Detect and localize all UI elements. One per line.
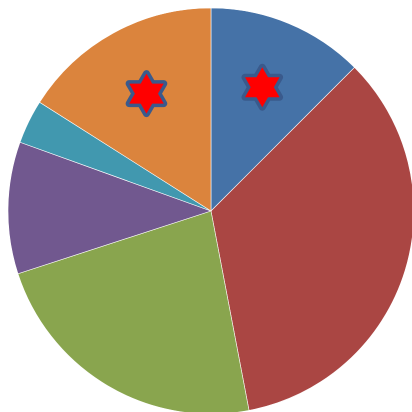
pie-slice-6 (39, 7, 212, 212)
star-icon (125, 70, 168, 118)
pie-slice-2 (210, 67, 412, 411)
pie-slices (7, 7, 412, 412)
pie-slice-1 (210, 7, 355, 212)
pie-slice-4 (7, 141, 212, 275)
star-icon (241, 63, 284, 111)
slice-markers (125, 63, 284, 118)
pie-slice-3 (17, 210, 250, 412)
